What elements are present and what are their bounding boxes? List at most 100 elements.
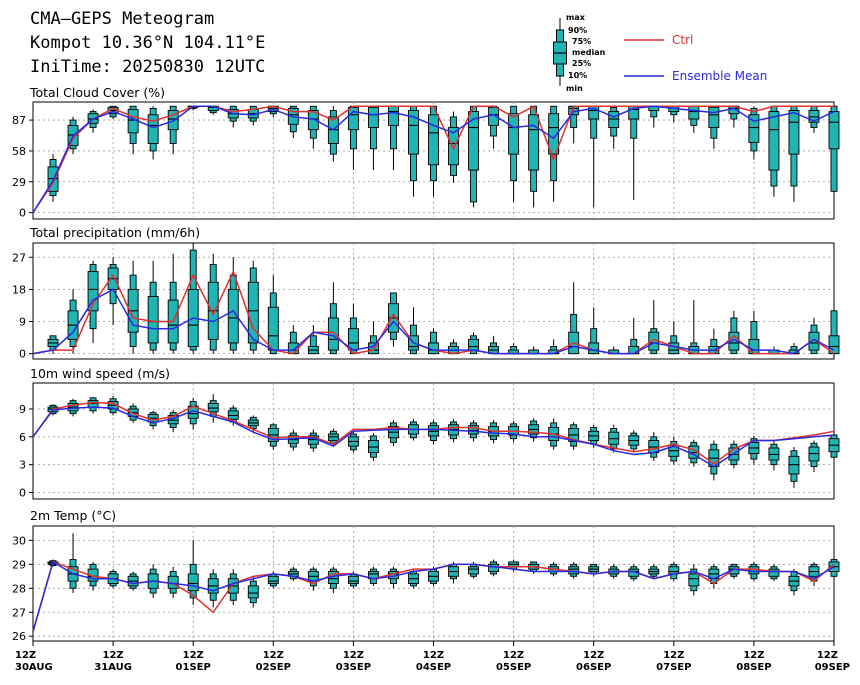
ensemble-box [608,106,620,149]
ensemble-box [668,561,680,582]
box-p25-p75 [388,105,399,126]
box-p25-p75 [267,306,279,351]
box-p25-p75 [87,271,99,312]
ensemble-box [648,432,660,461]
ensemble-box [367,105,379,171]
ensemble-box [267,275,279,355]
y-tick-label: 3 [19,459,26,472]
ensemble-box [768,440,780,471]
ensemble-box [388,105,399,171]
ensemble-box [67,398,79,417]
box-p25-p75 [468,111,479,171]
x-tick-date-label: 30AUG [15,662,53,673]
panel-title-precip: Total precipitation (mm/6h) [29,225,200,240]
x-tick-hour-label: 12Z [503,650,524,661]
box-p25-p75 [147,296,159,344]
ensemble-box [347,431,359,453]
panels: 0 29 58 87 0 9 18 27 0 3 6 9 26 27 28 29 30 [12,101,840,643]
y-tick-label: 0 [19,348,26,361]
x-tick-hour-label: 12Z [817,650,838,661]
y-tick-label: 27 [12,251,26,264]
x-tick-hour-label: 12Z [583,650,604,661]
box-p25-p75 [768,568,780,577]
box-p25-p75 [688,573,700,587]
legend-mean-label: Ensemble Mean [672,69,767,83]
y-tick-label: 6 [19,431,26,444]
legend-p25-label: 25% [572,59,591,68]
y-tick-label: 27 [12,606,26,619]
ensemble-box [548,105,560,202]
x-tick-date-label: 06SEP [576,662,611,673]
x-axis: 12Z30AUG12Z31AUG12Z01SEP12Z02SEP12Z03SEP… [15,641,850,673]
panel-precip: 0 9 18 27 [12,242,840,361]
ensemble-box [648,564,660,579]
y-tick-label: 0 [19,487,26,500]
ensemble-box [408,105,419,197]
box-p25-p75 [367,342,379,355]
location-text: Kompot 10.36°N 104.11°E [30,33,265,53]
y-tick-label: 9 [19,403,26,416]
ensemble-box [287,566,299,582]
ensemble-box [568,561,580,579]
ensemble-mean-line [32,406,835,468]
box-p25-p75 [428,114,439,166]
panel-wind: 0 3 6 9 [19,382,840,500]
ensemble-mean-line [32,105,835,213]
box-p25-p75 [808,331,820,351]
legend-max-label: max [566,13,586,22]
box-p25-p75 [468,566,479,575]
x-tick-hour-label: 12Z [103,650,124,661]
chart-title: CMA—GEPS Meteogram [30,9,214,29]
box-p25-p75 [367,106,379,128]
ensemble-box [428,420,439,445]
x-tick-date-label: 02SEP [256,662,291,673]
ensemble-box [307,429,319,452]
ensemble-box [227,569,239,606]
x-tick-hour-label: 12Z [183,650,204,661]
box-p25-p75 [327,317,339,351]
ensemble-box [508,105,520,202]
ensemble-box [207,569,219,608]
ensemble-box [528,418,540,442]
x-tick-hour-label: 12Z [263,650,284,661]
ensemble-box [828,105,840,205]
box-p25-p75 [708,106,720,128]
ensemble-box [327,282,339,355]
y-tick-label: 0 [19,207,26,220]
panel-title-cloud: Total Cloud Cover (%) [29,85,165,100]
ensemble-box [568,421,580,450]
box-p25-p75 [508,113,520,155]
box-p25-p75 [788,110,800,155]
box-p25-p75 [448,127,459,166]
ensemble-box [307,105,319,149]
legend-min-label: min [566,84,583,93]
legend: max 90% 75% median 25% 10% min Ctrl Ense… [553,13,767,93]
box-p25-p75 [488,563,500,572]
box-p25-p75 [167,110,179,131]
ensemble-box [247,576,259,608]
ensemble-box [207,394,219,423]
legend-p75-label: 75% [572,37,591,46]
ensemble-box [307,325,319,355]
box-p25-p75 [347,106,359,131]
legend-median-label: median [572,48,606,57]
x-tick-date-label: 07SEP [656,662,691,673]
ensemble-box [468,561,479,579]
box-p25-p75 [267,575,279,584]
y-tick-label: 30 [12,534,26,547]
ensemble-box [388,292,399,347]
ctrl-line [32,105,834,214]
x-tick-hour-label: 12Z [15,650,36,661]
box-p25-p75 [227,288,239,344]
ensemble-box [628,430,640,453]
ensemble-box [367,433,379,461]
ensemble-box [428,105,439,197]
x-tick-date-label: 31AUG [94,662,132,673]
x-tick-hour-label: 12Z [343,650,364,661]
x-tick-date-label: 05SEP [496,662,531,673]
box-p25-p75 [247,585,259,599]
y-tick-label: 18 [12,283,26,296]
x-tick-hour-label: 12Z [423,650,444,661]
ensemble-mean-line [32,288,835,355]
